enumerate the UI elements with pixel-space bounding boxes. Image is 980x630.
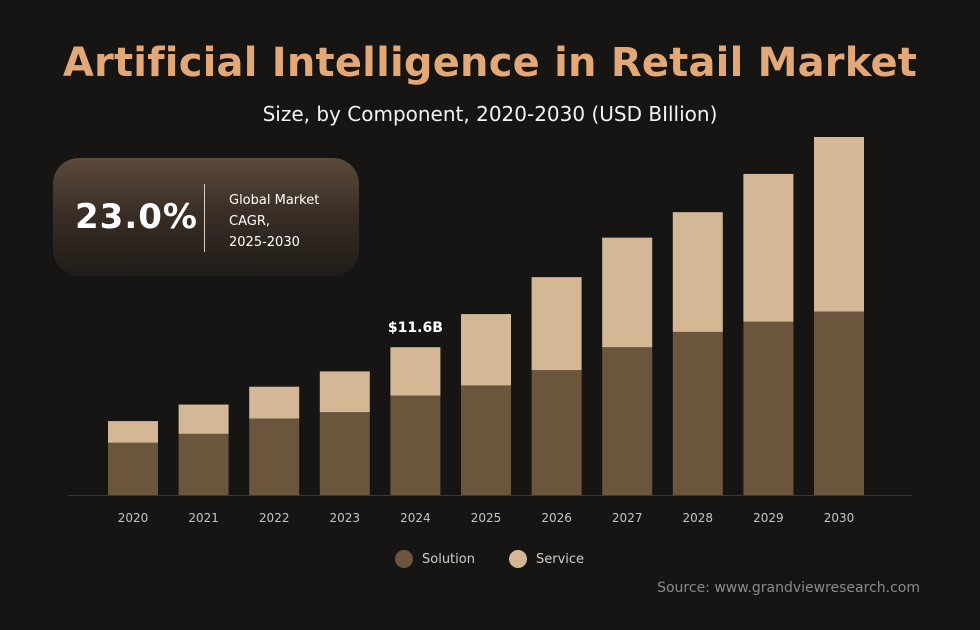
- bar-service-2025: [461, 314, 511, 386]
- chart-legend: Solution Service: [395, 548, 618, 570]
- bar-solution-2024: [390, 395, 441, 495]
- legend-label-solution: Solution: [422, 551, 475, 567]
- x-tick-label: 2027: [612, 511, 643, 525]
- source-note: Source: www.grandviewresearch.com: [657, 580, 920, 596]
- legend-swatch-solution: [395, 550, 413, 568]
- cagr-label-line1: Global Market: [229, 193, 320, 208]
- bar-solution-2025: [461, 385, 511, 495]
- chart-title: Artificial Intelligence in Retail Market: [62, 40, 918, 86]
- x-tick-label: 2024: [400, 511, 431, 525]
- x-tick-label: 2029: [753, 511, 784, 525]
- bar-service-2026: [531, 277, 582, 371]
- bar-service-2029: [743, 173, 794, 322]
- bar-service-2024: [390, 347, 441, 396]
- cagr-label-line3: 2025-2030: [229, 235, 300, 250]
- bar-solution-2020: [108, 442, 158, 495]
- chart-subtitle: Size, by Component, 2020-2030 (USD BIlli…: [262, 102, 718, 126]
- x-tick-label: 2025: [471, 511, 502, 525]
- bar-solution-2027: [602, 347, 653, 495]
- bar-service-2028: [672, 212, 723, 332]
- legend-item-solution: Solution: [395, 550, 475, 568]
- legend-label-service: Service: [535, 551, 585, 567]
- data-label-2024: $11.6B: [388, 320, 443, 336]
- x-tick-label: 2020: [118, 511, 149, 525]
- bar-service-2027: [602, 237, 653, 348]
- bar-solution-2030: [814, 311, 864, 495]
- bar-solution-2029: [743, 321, 794, 495]
- bar-solution-2026: [531, 370, 582, 495]
- bar-service-2021: [178, 404, 229, 434]
- x-tick-label: 2022: [259, 511, 290, 525]
- bar-solution-2023: [319, 412, 370, 495]
- bar-service-2030: [814, 137, 864, 312]
- x-tick-label: 2021: [188, 511, 219, 525]
- legend-item-service: Service: [508, 550, 585, 568]
- legend-swatch-service: [508, 550, 527, 568]
- bar-solution-2028: [672, 331, 723, 495]
- cagr-value: 23.0%: [75, 197, 198, 237]
- x-tick-label: 2028: [683, 511, 714, 525]
- cagr-label-line2: CAGR,: [229, 214, 270, 229]
- cagr-card: 23.0% Global Market CAGR, 2025-2030: [53, 158, 359, 276]
- cagr-divider: [204, 184, 205, 252]
- bar-solution-2022: [249, 418, 300, 495]
- cagr-label: Global Market CAGR, 2025-2030: [229, 190, 349, 253]
- x-tick-label: 2026: [541, 511, 572, 525]
- bar-service-2022: [249, 386, 300, 419]
- x-tick-label: 2023: [330, 511, 361, 525]
- bar-solution-2021: [178, 433, 229, 495]
- x-tick-label: 2030: [824, 511, 855, 525]
- bar-service-2020: [108, 421, 158, 443]
- bar-service-2023: [319, 371, 370, 413]
